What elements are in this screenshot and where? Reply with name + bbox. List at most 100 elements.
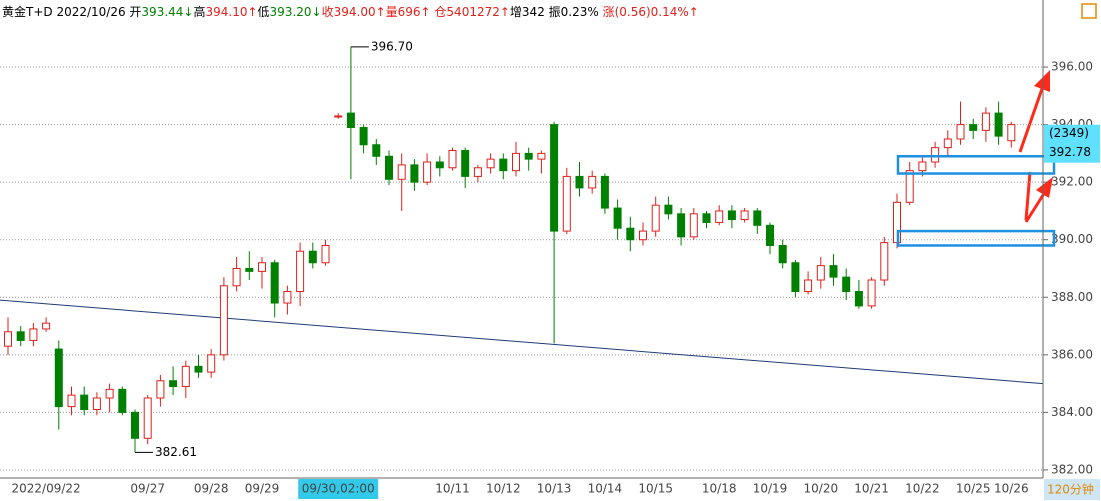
candle-body bbox=[600, 175, 609, 209]
candle-body bbox=[1007, 124, 1016, 142]
candle-body bbox=[270, 262, 279, 304]
candle-body bbox=[842, 276, 851, 293]
x-tick-label: 10/15 bbox=[638, 482, 673, 496]
candle-body bbox=[219, 285, 228, 356]
header-item: 涨(0.56)0.14%↑ bbox=[603, 4, 699, 19]
x-tick-label: 10/26 bbox=[994, 482, 1029, 496]
header-item: 收394.00↑ bbox=[322, 5, 386, 19]
candle-body bbox=[524, 152, 533, 160]
header-item: 黄金T+D 2022/10/26 开 bbox=[2, 4, 141, 19]
candle-body bbox=[67, 394, 76, 408]
candle-body bbox=[321, 244, 330, 264]
candle-body bbox=[42, 322, 51, 330]
candle-body bbox=[880, 242, 889, 281]
trend-line bbox=[0, 299, 1044, 385]
candle-body bbox=[715, 210, 724, 223]
candle-body bbox=[258, 262, 266, 272]
candle-body bbox=[194, 365, 203, 373]
arrow-shaft bbox=[1024, 171, 1032, 221]
period-label: 120分钟 bbox=[1047, 482, 1094, 497]
header-item: 仓5401272↑ bbox=[434, 5, 510, 19]
candle-body bbox=[283, 291, 292, 304]
corner-icon[interactable] bbox=[1081, 3, 1097, 19]
candle-body bbox=[118, 388, 127, 413]
x-tick-label: 10/11 bbox=[435, 482, 470, 496]
candle-body bbox=[461, 150, 470, 177]
candle-body bbox=[156, 380, 165, 399]
y-tick-label: 384.00 bbox=[1051, 405, 1093, 419]
candle-body bbox=[626, 227, 635, 241]
candle-body bbox=[296, 250, 305, 293]
candle-body bbox=[169, 380, 178, 387]
x-tick-label: 10/19 bbox=[753, 482, 788, 496]
candle-body bbox=[639, 230, 647, 241]
candle-body bbox=[16, 331, 25, 341]
candle-body bbox=[245, 267, 254, 272]
cursor-label-bg bbox=[298, 479, 379, 499]
candle-body bbox=[385, 155, 393, 180]
candle-body bbox=[588, 175, 597, 189]
last-count: (2349) bbox=[1049, 126, 1089, 140]
up-arrow bbox=[1018, 70, 1050, 153]
x-tick-label: 10/22 bbox=[905, 482, 940, 496]
header-item: 393.44↓ bbox=[141, 5, 193, 19]
x-tick-label: 09/28 bbox=[194, 482, 229, 496]
candle-body bbox=[423, 161, 432, 183]
header-item: 394.10↑ bbox=[205, 5, 257, 19]
candle-body bbox=[308, 250, 317, 264]
y-tick-label: 390.00 bbox=[1051, 232, 1093, 246]
candle-body bbox=[410, 164, 419, 183]
candle-body bbox=[816, 265, 825, 281]
candle-body bbox=[131, 411, 139, 439]
last-price-box bbox=[1044, 124, 1100, 163]
arrow-shaft bbox=[1024, 191, 1047, 223]
x-tick-label: 09/29 bbox=[245, 482, 280, 496]
header-item: 低 bbox=[258, 5, 270, 19]
candle-body bbox=[207, 354, 216, 373]
zone-box bbox=[896, 155, 1056, 175]
candle-body bbox=[575, 175, 584, 189]
x-tick-label: 09/27 bbox=[130, 482, 165, 496]
candle-body bbox=[486, 158, 495, 169]
header-item: 393.20↓ bbox=[270, 5, 322, 19]
candle-body bbox=[105, 388, 114, 399]
last-price: 392.78 bbox=[1049, 145, 1091, 159]
x-tick-label: 09/30,02:00 bbox=[302, 482, 375, 496]
candle-body bbox=[943, 138, 952, 149]
header-item: 增342 振0.23% bbox=[510, 5, 603, 19]
candle-body bbox=[931, 147, 940, 163]
x-tick-label: 2022/09/22 bbox=[12, 482, 81, 496]
candle-body bbox=[334, 115, 343, 118]
header: 黄金T+D 2022/10/26 开393.44↓高394.10↑低393.20… bbox=[2, 4, 699, 19]
x-tick-label: 10/20 bbox=[804, 482, 839, 496]
candle-body bbox=[905, 170, 914, 203]
candle-body bbox=[29, 328, 38, 341]
candle-body bbox=[473, 167, 482, 177]
candle-body bbox=[550, 124, 559, 232]
candle-body bbox=[766, 224, 774, 246]
candle-body bbox=[740, 210, 749, 221]
candle-body bbox=[664, 204, 673, 215]
candle-body bbox=[956, 124, 965, 140]
zone-box bbox=[896, 229, 1056, 247]
y-tick-label: 388.00 bbox=[1051, 290, 1093, 304]
y-tick-label: 386.00 bbox=[1051, 347, 1093, 361]
candle-body bbox=[867, 279, 876, 307]
candle-body bbox=[54, 348, 63, 408]
x-tick-label: 10/25 bbox=[956, 482, 991, 496]
candle-body bbox=[92, 397, 101, 411]
candle-body bbox=[791, 262, 800, 293]
candle-body bbox=[181, 365, 190, 387]
candle-body bbox=[689, 213, 698, 238]
arrow-head bbox=[1036, 177, 1053, 198]
candle-body bbox=[804, 279, 813, 293]
candle-body bbox=[981, 112, 990, 131]
candle-body bbox=[562, 175, 571, 232]
candle-body bbox=[677, 213, 686, 238]
candle-body bbox=[448, 150, 457, 169]
arrow-shaft bbox=[1018, 85, 1045, 153]
y-tick-label: 396.00 bbox=[1051, 60, 1093, 74]
candle-body bbox=[537, 152, 546, 160]
candle-body bbox=[753, 210, 762, 226]
